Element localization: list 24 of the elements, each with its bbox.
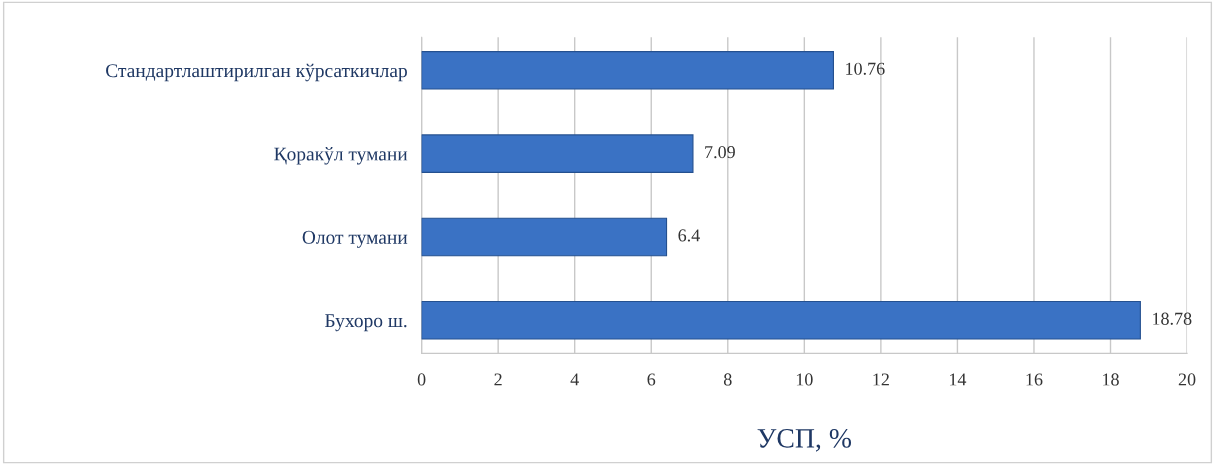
x-tick-label: 6: [647, 373, 656, 386]
x-tick-label: 2: [494, 373, 502, 386]
y-tick-label: Стандартлаштирилган кўрсаткичлар: [106, 63, 407, 82]
x-tick-label: 18: [1103, 373, 1119, 386]
bar: [421, 134, 694, 173]
x-tick-label: 8: [723, 373, 732, 386]
x-tick-label: 4: [570, 373, 579, 386]
x-tick-label: 20: [1178, 373, 1196, 386]
x-tick-label: 0: [417, 373, 426, 386]
x-tick-label: 12: [873, 373, 889, 386]
x-tick-label: 14: [949, 373, 967, 386]
bar: [421, 300, 1141, 340]
bar: [421, 217, 668, 257]
bar: [421, 51, 834, 90]
y-tick-label: Қоракўл тумани: [274, 147, 408, 165]
y-tick-label: Олот тумани: [302, 230, 408, 248]
data-label: 18.78: [1153, 312, 1192, 325]
data-label: 7.09: [705, 145, 735, 159]
y-tick-label: Бухоро ш.: [325, 314, 407, 332]
x-axis-title: УСП, %: [757, 428, 852, 452]
x-tick-label: 16: [1026, 373, 1043, 386]
x-tick-label: 10: [796, 373, 813, 386]
data-label: 6.4: [678, 229, 700, 242]
data-label: 10.76: [846, 62, 885, 75]
